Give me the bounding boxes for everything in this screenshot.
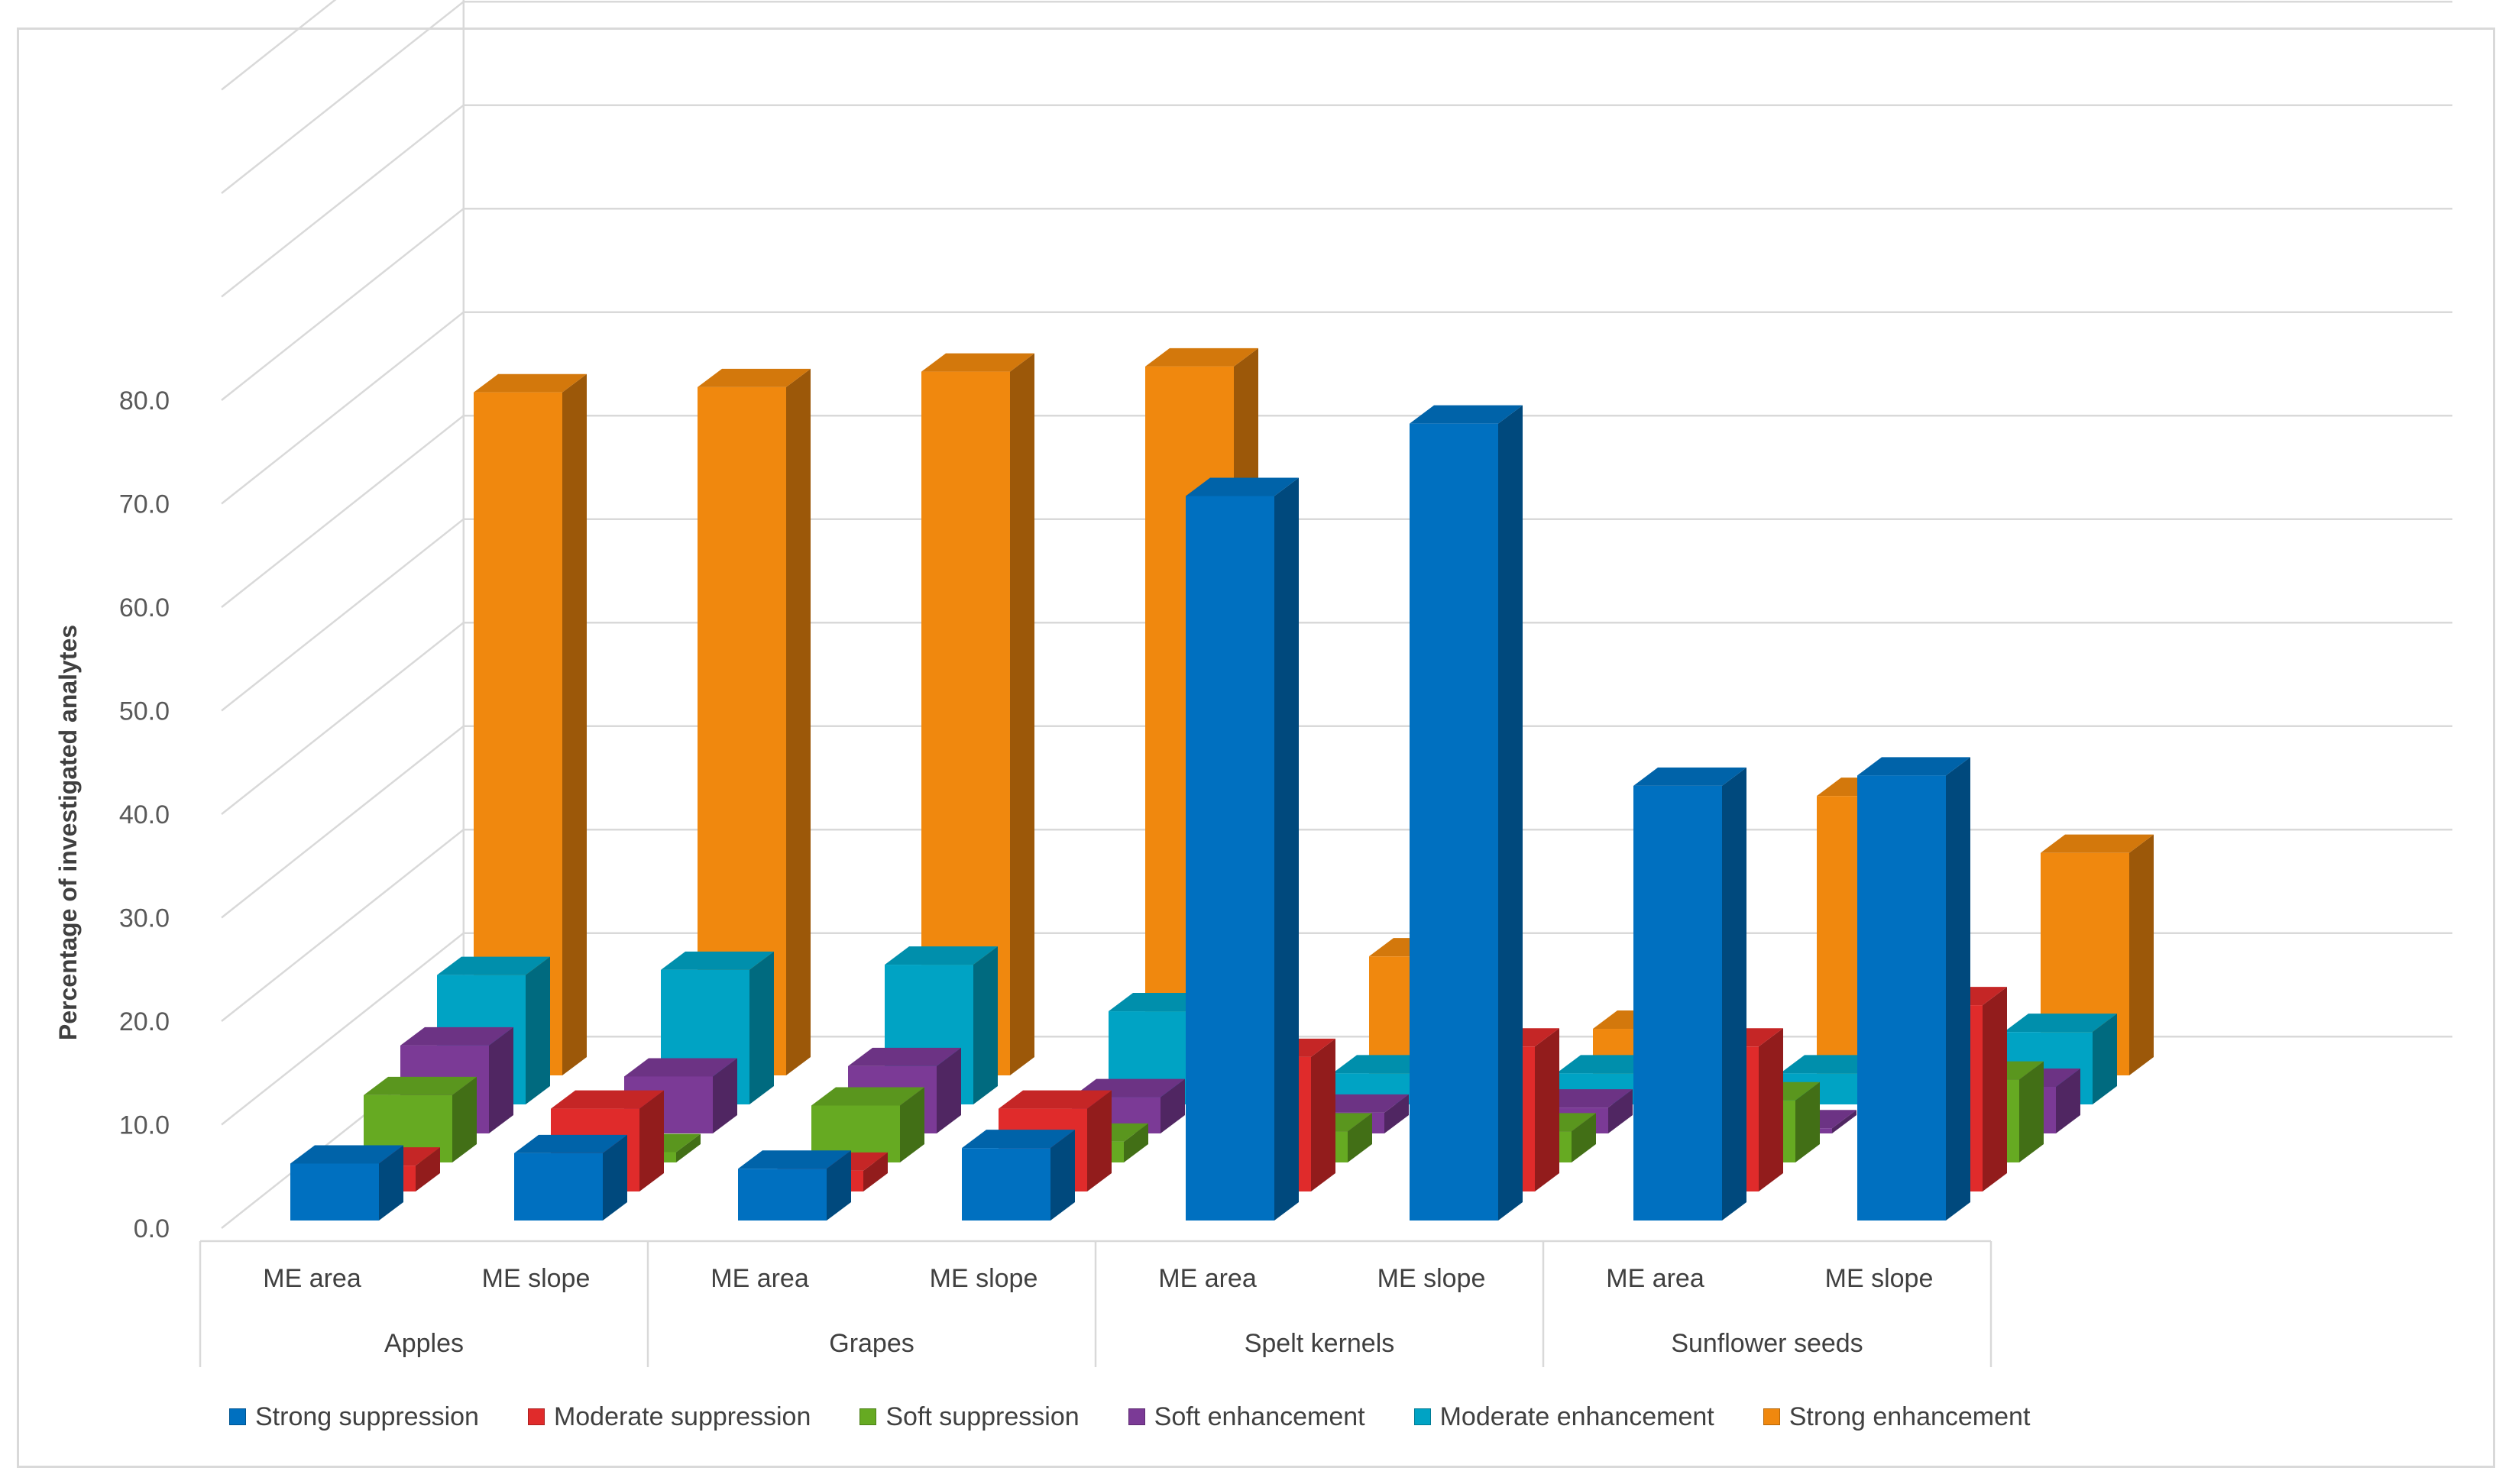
legend-label: Soft suppression [885, 1402, 1080, 1431]
bar-strong-suppression [1410, 405, 1523, 1221]
y-tick-label: 60.0 [119, 593, 170, 622]
chart-frame [17, 27, 2495, 1468]
legend-label: Strong enhancement [1789, 1402, 2031, 1431]
y-axis-ticks: 0.0 10.0 20.0 30.0 40.0 50.0 60.0 70.0 80.0 [119, 386, 170, 1243]
legend-swatch [1763, 1408, 1780, 1425]
bar-strong-suppression [1857, 757, 1970, 1221]
y-tick-label: 30.0 [119, 904, 170, 933]
x-category-label: ME area [711, 1264, 809, 1293]
legend-label: Moderate enhancement [1439, 1402, 1714, 1431]
x-category-label: ME slope [1377, 1264, 1486, 1293]
y-tick-label: 50.0 [119, 697, 170, 726]
x-group-label: Apples [384, 1329, 464, 1358]
legend: Strong suppression Moderate suppression So… [229, 1398, 2079, 1436]
legend-item: Strong enhancement [1763, 1402, 2031, 1432]
legend-item: Soft suppression [859, 1402, 1080, 1432]
legend-swatch [859, 1408, 877, 1425]
legend-item: Strong suppression [229, 1402, 479, 1432]
y-tick-label: 20.0 [119, 1007, 170, 1036]
x-category-label: ME slope [930, 1264, 1038, 1293]
bar-strong-suppression [738, 1150, 851, 1221]
x-category-label: ME area [263, 1264, 361, 1293]
x-group-label: Sunflower seeds [1671, 1329, 1863, 1358]
bar-strong-suppression [514, 1134, 627, 1221]
x-category-label: ME area [1158, 1264, 1257, 1293]
legend-swatch [1413, 1408, 1431, 1425]
y-tick-label: 0.0 [134, 1214, 170, 1243]
legend-item: Moderate suppression [527, 1402, 811, 1432]
bar-strong-suppression [1186, 477, 1299, 1221]
legend-label: Moderate suppression [553, 1402, 811, 1431]
x-category-label: ME slope [1825, 1264, 1934, 1293]
legend-label: Strong suppression [255, 1402, 479, 1431]
bar-strong-suppression [290, 1145, 403, 1221]
x-group-label: Spelt kernels [1245, 1329, 1395, 1358]
legend-item: Soft enhancement [1128, 1402, 1365, 1432]
x-category-label: ME slope [482, 1264, 591, 1293]
y-tick-label: 70.0 [119, 490, 170, 519]
y-tick-label: 10.0 [119, 1111, 170, 1140]
legend-swatch [229, 1408, 246, 1425]
y-tick-label: 40.0 [119, 800, 170, 829]
x-group-label: Grapes [829, 1329, 914, 1358]
bars [290, 348, 2154, 1221]
x-category-label: ME area [1606, 1264, 1704, 1293]
legend-label: Soft enhancement [1154, 1402, 1365, 1431]
y-axis-title: Percentage of investigated analytes [54, 625, 82, 1040]
y-tick-label: 80.0 [119, 386, 170, 415]
legend-item: Moderate enhancement [1413, 1402, 1714, 1432]
bar-strong-suppression [962, 1130, 1075, 1221]
legend-swatch [527, 1408, 545, 1425]
legend-swatch [1128, 1408, 1145, 1425]
x-axis: ME area ME slope ME area ME slope ME area ME … [199, 1240, 1992, 1367]
bar-strong-suppression [1633, 767, 1746, 1221]
